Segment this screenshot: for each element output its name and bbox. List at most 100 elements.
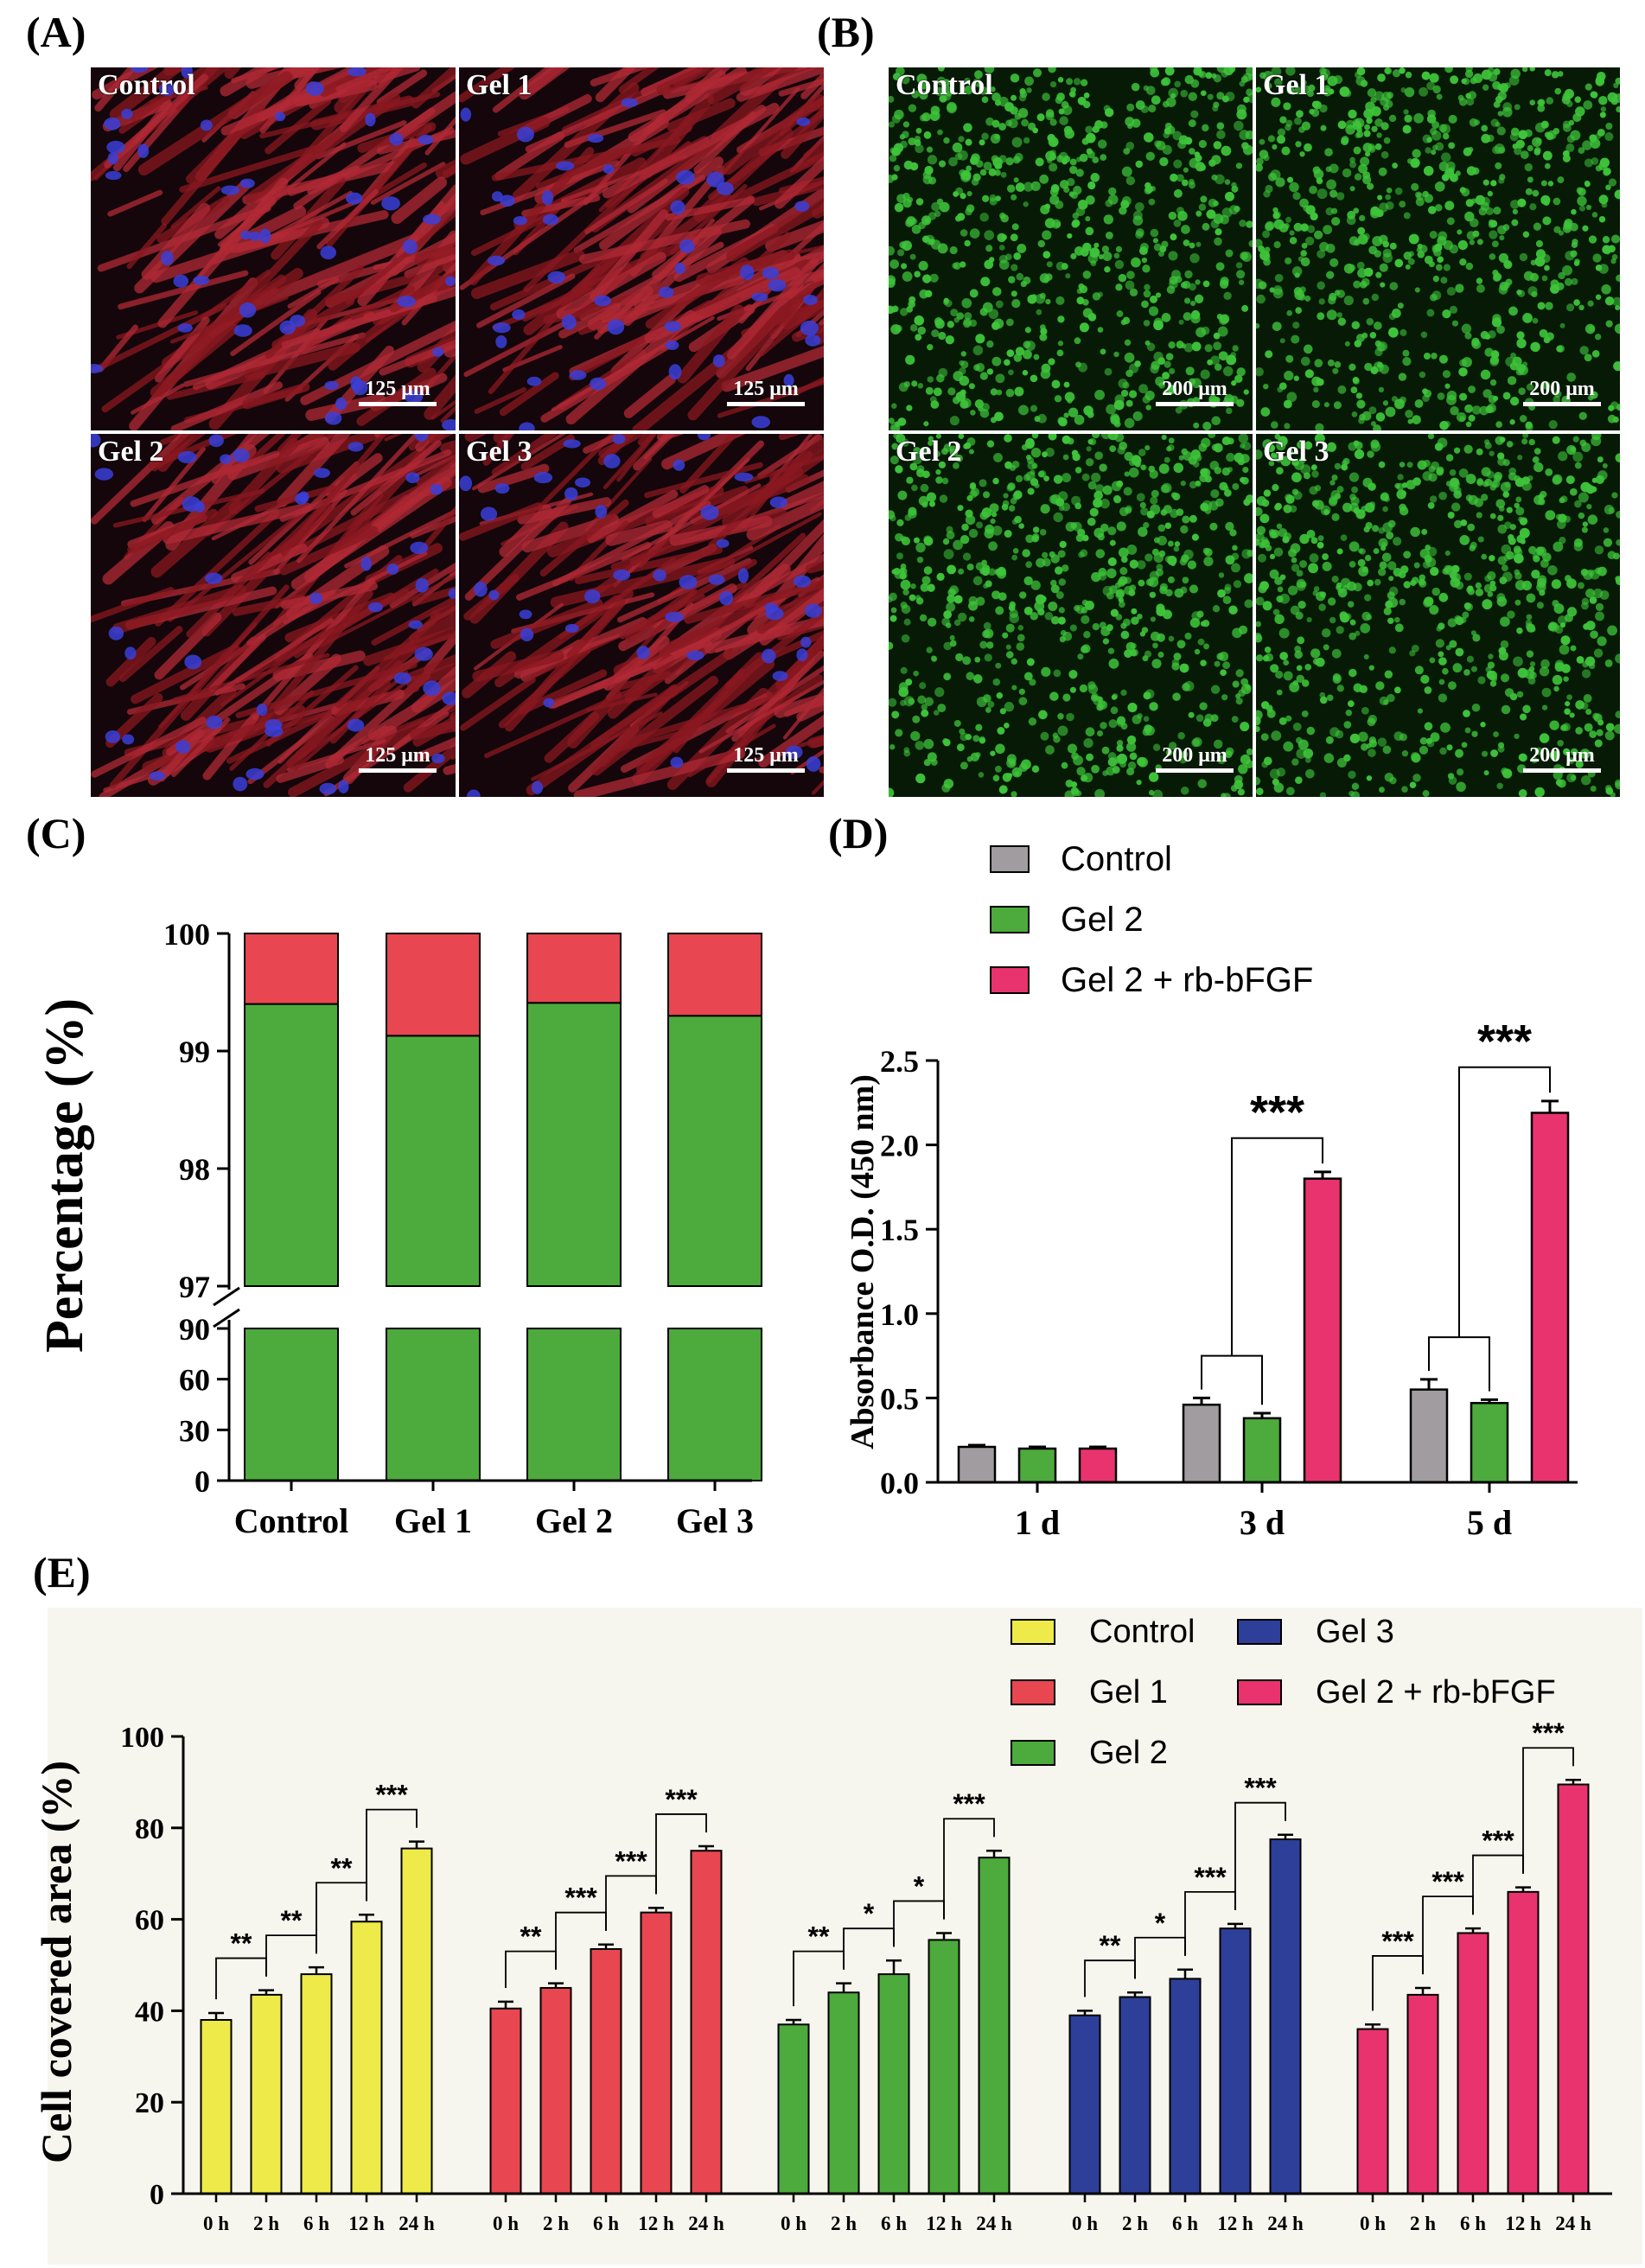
micrograph-label: Gel 1 [1263, 69, 1329, 101]
bracket-e [943, 1818, 995, 1920]
x-tick-label-e: 12 h [926, 2213, 962, 2234]
micrograph-b-0: Control 200 μm [889, 67, 1253, 430]
bracket-e [1134, 1936, 1186, 1979]
scale-bar-label: 125 μm [733, 378, 799, 400]
scale-bar-line [727, 768, 805, 773]
micrograph-label: Control [896, 69, 993, 101]
y-tick-label-d: 1.0 [880, 1297, 919, 1332]
x-tick-label-e: 0 h [1360, 2213, 1386, 2234]
axis-break-mark-2 [213, 1286, 240, 1307]
scale-bar: 200 μm [1523, 378, 1601, 406]
legend-swatch-e-1 [1011, 1679, 1055, 1705]
bar-e-3-4 [1269, 1838, 1302, 2195]
y-tick-label-d: 0.0 [880, 1466, 919, 1500]
x-tick-label-e: 6 h [1172, 2213, 1198, 2234]
scale-bar-label: 200 μm [1529, 744, 1595, 767]
significance-label-e: *** [665, 1784, 698, 1815]
y-axis-title-d: Absorbance O.D. (450 nm) [845, 1074, 881, 1449]
significance-label-d-0: *** [1250, 1086, 1304, 1138]
x-tick-label-e: 24 h [976, 2213, 1012, 2234]
x-tick-label-0: Control [234, 1501, 349, 1540]
bar-lower-3 [667, 1328, 762, 1481]
legend-label-e-2: Gel 2 [1089, 1735, 1168, 1771]
scale-bar-line [1523, 768, 1601, 773]
bar-d-0-2 [1078, 1447, 1118, 1484]
bar-e-2-3 [928, 1939, 960, 2195]
micrograph-label: Gel 1 [466, 69, 532, 101]
bar-upper-green-1 [386, 1035, 481, 1287]
bar-e-1-3 [640, 1911, 673, 2195]
x-tick-label-e: 12 h [638, 2213, 674, 2234]
significance-label-e: *** [1244, 1773, 1277, 1804]
y-tick-label-d: 2.0 [880, 1129, 919, 1163]
bar-upper-green-3 [667, 1015, 762, 1287]
significance-label-e: *** [1431, 1866, 1464, 1897]
significance-label-e: * [1155, 1908, 1166, 1939]
x-tick-label-e: 0 h [493, 2213, 519, 2234]
y-tick-label-d: 1.5 [880, 1213, 919, 1247]
bar-upper-red-0 [244, 933, 339, 1005]
x-tick-label-e: 12 h [1217, 2213, 1253, 2234]
bar-e-4-0 [1356, 2028, 1389, 2195]
significance-label-e: * [914, 1870, 925, 1902]
y-tick-label-upper: 99 [179, 1035, 210, 1069]
bar-e-4-4 [1557, 1783, 1590, 2195]
y-axis-title-e: Cell covered area (%) [32, 1761, 80, 2163]
significance-label-e: *** [953, 1788, 985, 1819]
scale-bar-label: 200 μm [1162, 744, 1227, 767]
significance-label-e: *** [564, 1883, 597, 1914]
legend-label-d-2: Gel 2 + rb-bFGF [1061, 961, 1313, 999]
y-tick-label-e: 100 [120, 1722, 164, 1754]
legend-label-d-0: Control [1061, 840, 1172, 878]
bracket-outer-d [1231, 1137, 1323, 1356]
bar-e-0-2 [300, 1973, 333, 2195]
x-tick-label-e: 0 h [1072, 2213, 1098, 2234]
x-tick-label-e: 2 h [831, 2213, 857, 2234]
micrograph-image [1256, 67, 1620, 430]
bar-e-4-2 [1457, 1932, 1489, 2195]
legend-swatch-e-4 [1237, 1679, 1282, 1705]
bar-d-1-0 [1182, 1403, 1221, 1484]
bar-e-3-0 [1068, 2014, 1101, 2195]
scale-bar: 125 μm [727, 378, 805, 406]
bracket-e [1084, 1959, 1136, 1997]
scale-bar-label: 125 μm [365, 744, 430, 767]
bracket-e [1234, 1801, 1286, 1911]
scale-bar: 200 μm [1156, 744, 1234, 773]
legend-swatch-e-0 [1011, 1619, 1055, 1645]
bar-e-2-2 [877, 1973, 910, 2195]
bracket-e [265, 1934, 317, 1977]
scale-bar-label: 125 μm [733, 744, 799, 767]
legend-label-e-0: Control [1089, 1614, 1195, 1650]
micrograph-label: Gel 3 [466, 436, 532, 468]
bar-upper-red-3 [667, 933, 762, 1017]
bracket-e [793, 1950, 845, 2007]
bracket-e [215, 1957, 267, 2000]
scale-bar-line [727, 402, 805, 406]
x-tick-label-2: Gel 2 [535, 1501, 613, 1540]
micrograph-a-3: Gel 3 125 μm [459, 434, 824, 797]
legend-swatch-d-0 [990, 845, 1030, 873]
y-tick-label-lower: 0 [194, 1464, 210, 1499]
bar-e-1-4 [690, 1850, 723, 2195]
x-tick-label-e: 6 h [593, 2213, 619, 2234]
micrograph-image [91, 434, 456, 797]
bar-e-2-4 [978, 1857, 1011, 2195]
legend-swatch-d-2 [990, 966, 1030, 994]
x-tick-label-e: 24 h [398, 2213, 435, 2234]
scale-bar-label: 200 μm [1162, 378, 1227, 400]
x-tick-label-e: 6 h [1460, 2213, 1486, 2234]
significance-label-e: ** [1100, 1930, 1121, 1961]
bracket-e [605, 1875, 657, 1931]
bracket-e [505, 1950, 557, 1988]
x-tick-label-d-1: 3 d [1240, 1503, 1285, 1542]
bracket-inner-d [1428, 1336, 1490, 1392]
bar-upper-red-1 [386, 933, 481, 1037]
bar-d-0-0 [957, 1445, 997, 1484]
scale-bar: 200 μm [1156, 378, 1234, 406]
bar-e-1-1 [539, 1986, 572, 2195]
micrograph-b-3: Gel 3 200 μm [1256, 434, 1620, 797]
micrograph-image [91, 67, 456, 430]
x-tick-label-e: 24 h [1267, 2213, 1304, 2234]
significance-label-e: * [864, 1898, 875, 1929]
